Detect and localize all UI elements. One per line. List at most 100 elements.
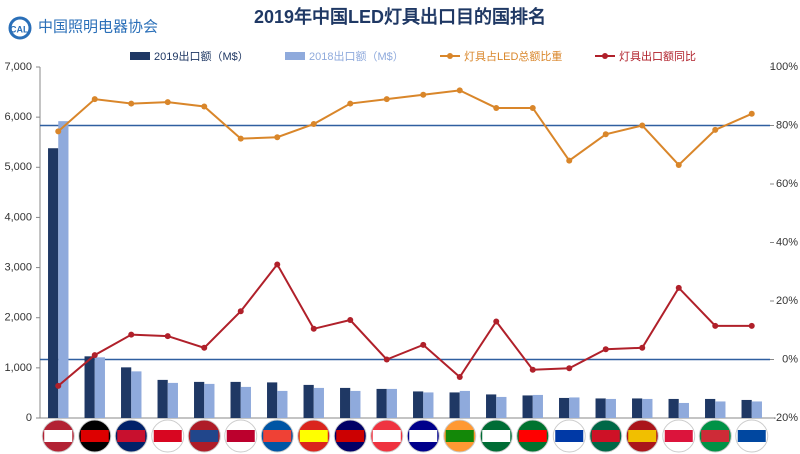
line-marker [383, 96, 390, 103]
line-marker [675, 161, 682, 168]
flag-stripe [190, 430, 219, 442]
line-marker [529, 104, 536, 111]
line-marker [456, 87, 463, 94]
bar [449, 392, 460, 418]
bar [632, 398, 643, 418]
bar [486, 394, 497, 418]
line-marker [456, 374, 463, 381]
flag-stripe [299, 430, 328, 442]
flag-stripe [555, 430, 584, 442]
legend-label: 2018出口额（M$） [309, 49, 404, 63]
line-marker [274, 134, 281, 141]
bar [423, 392, 434, 418]
bar [459, 390, 470, 418]
y2-tick-label: 80% [776, 119, 798, 131]
line-marker [529, 366, 536, 373]
flag-stripe [701, 430, 730, 442]
y-tick-label: 5,000 [4, 161, 32, 173]
flag-stripe [737, 430, 766, 442]
y-tick-label: 2,000 [4, 312, 32, 324]
line-marker [55, 128, 62, 135]
legend-label: 灯具出口额同比 [619, 49, 696, 63]
y2-tick-label: 20% [776, 295, 798, 307]
line-marker [420, 91, 427, 98]
flag-stripe [372, 430, 401, 442]
line-marker [164, 99, 171, 106]
bar [376, 388, 387, 418]
legend-label: 灯具占LED总额比重 [464, 49, 562, 63]
bar [230, 381, 241, 418]
bar [559, 397, 570, 418]
line-marker [639, 122, 646, 129]
flag-stripe [518, 430, 547, 442]
bar [121, 367, 132, 418]
y-tick-label: 0 [26, 412, 32, 424]
bar [167, 382, 178, 418]
bar [595, 398, 606, 418]
line-marker [639, 344, 646, 351]
bar [157, 379, 168, 418]
flag-stripe [628, 430, 657, 442]
line-marker [602, 131, 609, 138]
bar [522, 395, 533, 418]
bar [340, 387, 351, 418]
y-tick-label: 1,000 [4, 362, 32, 374]
line-marker [675, 284, 682, 291]
bar [741, 399, 752, 418]
flag-stripe [117, 430, 146, 442]
bar [751, 401, 762, 418]
logo-icon [8, 16, 32, 40]
y2-tick-label: 60% [776, 178, 798, 190]
line-marker [237, 308, 244, 315]
line-marker [237, 135, 244, 142]
bar [569, 397, 580, 418]
line-marker [712, 126, 719, 133]
y2-tick-label: 40% [776, 236, 798, 248]
y-tick-label: 4,000 [4, 211, 32, 223]
bar [642, 398, 653, 418]
line-marker [91, 96, 98, 103]
bar [194, 381, 205, 418]
bar [668, 398, 679, 418]
legend-swatch [447, 53, 453, 59]
bar [84, 356, 95, 418]
y2-tick-label: 0% [782, 353, 798, 365]
line-marker [128, 100, 135, 107]
flag-stripe [44, 430, 73, 442]
flag-stripe [263, 430, 292, 442]
line-marker [383, 356, 390, 363]
bar [678, 402, 689, 418]
y-tick-label: 7,000 [4, 61, 32, 73]
bar [386, 388, 397, 418]
legend-swatch [285, 52, 305, 60]
line-marker [748, 110, 755, 117]
legend-swatch [130, 52, 150, 60]
line [57, 262, 752, 387]
line-marker [712, 322, 719, 329]
line-marker [201, 103, 208, 110]
bar [48, 148, 59, 418]
flag-stripe [226, 430, 255, 442]
y-tick-label: 3,000 [4, 261, 32, 273]
chart-title: 2019年中国LED灯具出口目的国排名 [254, 6, 546, 27]
y-tick-label: 6,000 [4, 111, 32, 123]
line-marker [602, 346, 609, 353]
line-marker [310, 325, 317, 332]
bar [496, 396, 507, 418]
logo-text: 中国照明电器协会 [38, 18, 158, 35]
legend-label: 2019出口额（M$） [154, 49, 249, 63]
flag-stripe [153, 430, 182, 442]
bar [532, 394, 543, 418]
flag-stripe [336, 430, 365, 442]
flag-stripe [591, 430, 620, 442]
line-marker [274, 261, 281, 268]
line-marker [347, 100, 354, 107]
flag-stripe [80, 430, 109, 442]
line-marker [55, 382, 62, 389]
flag-stripe [445, 430, 474, 442]
line-marker [420, 341, 427, 348]
bar [313, 387, 324, 418]
line-marker [201, 344, 208, 351]
bar [204, 383, 215, 418]
